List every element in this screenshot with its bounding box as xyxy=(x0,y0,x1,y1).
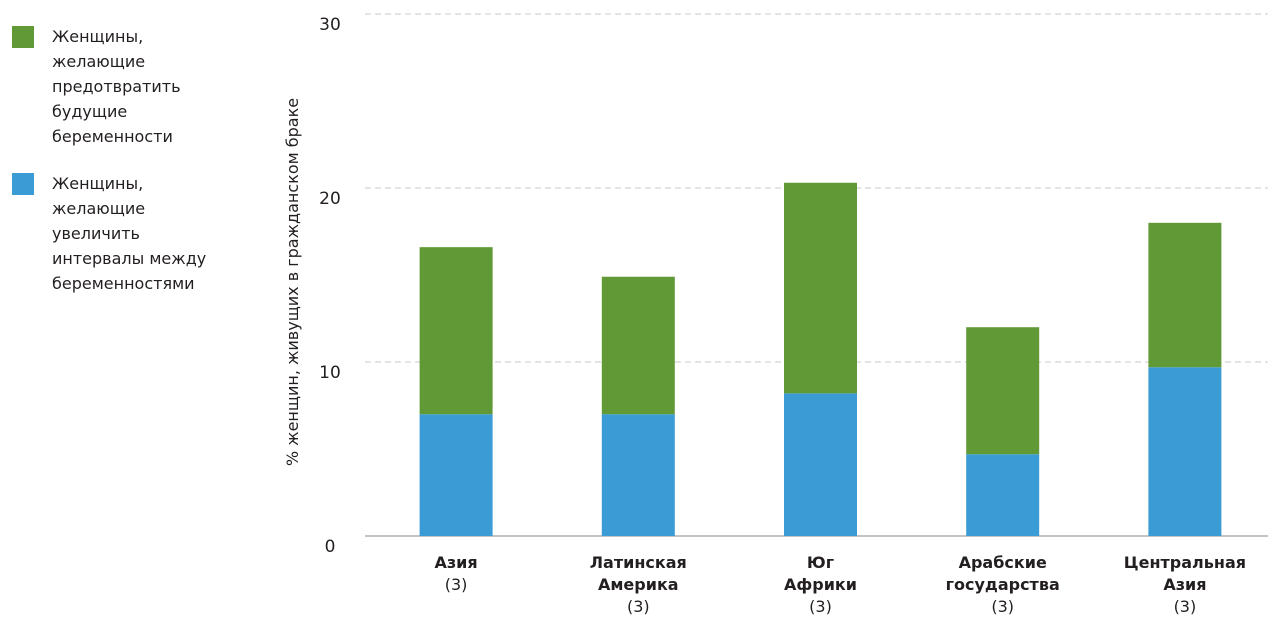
legend-label: Женщины, желающие увеличить интервалы ме… xyxy=(52,174,207,293)
legend-swatch-blue xyxy=(12,173,34,195)
x-category-label: государства xyxy=(946,575,1060,594)
x-category-label: Америка xyxy=(598,575,679,594)
legend-item-spacing: Женщины, желающие увеличить интервалы ме… xyxy=(12,171,242,296)
legend-label: Женщины, желающие предотвратить будущие … xyxy=(52,27,181,146)
bar-segment-spacing xyxy=(784,393,857,536)
y-tick-label: 30 xyxy=(319,15,341,35)
x-category-note: (3) xyxy=(991,597,1014,616)
bar-segment-spacing xyxy=(601,414,675,536)
x-category-label: Центральная xyxy=(1124,553,1246,572)
x-category-label: Африки xyxy=(784,575,857,594)
x-category-label: Латинская xyxy=(590,553,687,572)
y-axis-ticks: 0 10 20 30 xyxy=(319,15,341,557)
bar-segment-prevent xyxy=(966,327,1040,455)
bars xyxy=(419,182,1222,536)
y-tick-label: 20 xyxy=(319,189,341,209)
bar-segment-spacing xyxy=(966,454,1040,536)
bar-segment-prevent xyxy=(784,182,857,394)
bar-segment-spacing xyxy=(1148,367,1222,536)
y-axis-label: % женщин, живущих в гражданском браке xyxy=(283,98,302,466)
y-tick-label: 0 xyxy=(325,537,336,557)
x-category-note: (3) xyxy=(627,597,650,616)
x-category-note: (3) xyxy=(809,597,832,616)
bar-segment-spacing xyxy=(419,414,493,536)
x-axis-labels: Азия (3) Латинская Америка (3) Юг Африки (3) Ара… xyxy=(435,553,1247,616)
x-category-label: Азия xyxy=(1163,575,1206,594)
x-category-label: Юг xyxy=(807,553,834,572)
bar-segment-prevent xyxy=(419,247,493,415)
legend: Женщины, желающие предотвратить будущие … xyxy=(12,24,242,318)
x-category-note: (3) xyxy=(445,575,468,594)
bar-segment-prevent xyxy=(1148,222,1222,368)
legend-item-prevent: Женщины, желающие предотвратить будущие … xyxy=(12,24,242,149)
bar-segment-prevent xyxy=(601,276,675,415)
x-category-label: Азия xyxy=(435,553,478,572)
legend-swatch-green xyxy=(12,26,34,48)
y-tick-label: 10 xyxy=(319,363,341,383)
x-category-note: (3) xyxy=(1174,597,1197,616)
x-category-label: Арабские xyxy=(959,553,1047,572)
